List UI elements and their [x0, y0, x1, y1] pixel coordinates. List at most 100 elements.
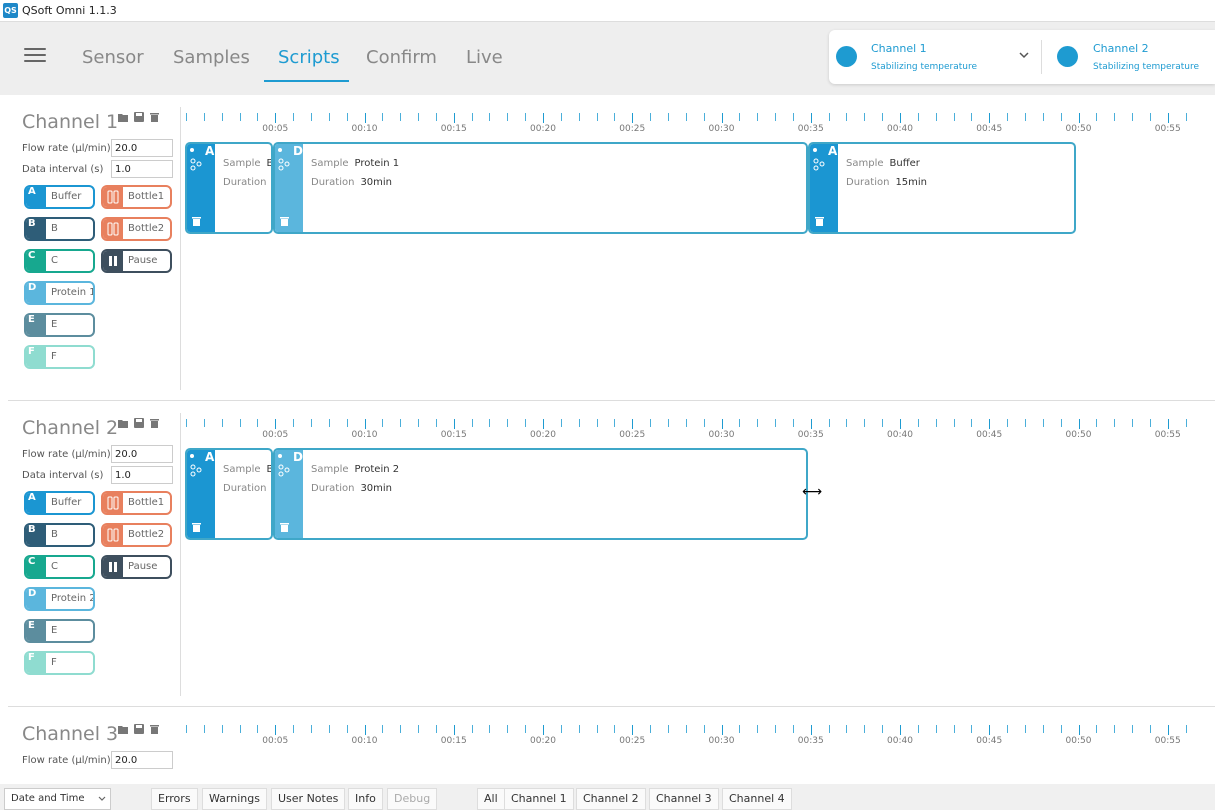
tab-live[interactable]: Live	[466, 47, 503, 68]
status-channel-name: Channel 1	[871, 42, 927, 55]
block-duration: Duration 30min	[311, 177, 392, 188]
sample-letter: E	[28, 314, 35, 325]
trash-icon[interactable]	[150, 418, 166, 431]
tab-sensor[interactable]: Sensor	[82, 47, 144, 68]
timeline-tick	[400, 419, 402, 427]
timeline-label: 00:10	[351, 430, 378, 440]
bottle-chip[interactable]: Bottle2	[101, 523, 172, 547]
trash-icon[interactable]	[192, 216, 201, 229]
timeline-tick	[971, 725, 973, 733]
timeline-tick	[935, 113, 937, 121]
timeline-tick	[1167, 419, 1169, 429]
pause-chip[interactable]: Pause	[101, 555, 172, 579]
sample-letter: D	[28, 588, 37, 599]
trash-icon[interactable]	[815, 216, 824, 229]
timeline-tick	[382, 113, 384, 121]
channel-filter-channel-1[interactable]: Channel 1	[504, 788, 574, 810]
bottle-chip[interactable]: Bottle2	[101, 217, 172, 241]
timeline-tick	[1096, 725, 1098, 733]
sort-select[interactable]: Date and Time	[4, 788, 111, 810]
script-block[interactable]: D Sample Protein 2 Duration 30min	[273, 448, 808, 540]
flow-rate-input[interactable]	[111, 139, 173, 157]
status-dot-icon	[1057, 46, 1078, 67]
block-sample-value: Protein 1	[354, 158, 400, 169]
log-filter-user-notes[interactable]: User Notes	[271, 788, 346, 810]
data-interval-input[interactable]	[111, 466, 173, 484]
timeline-tick	[328, 113, 330, 121]
timeline-tick	[596, 113, 598, 121]
hamburger-menu-icon[interactable]	[24, 48, 46, 64]
flow-rate-input[interactable]	[111, 751, 173, 769]
chevron-down-icon[interactable]	[1019, 52, 1029, 59]
bottle-chip[interactable]: Bottle1	[101, 491, 172, 515]
timeline-tick	[989, 725, 991, 735]
timeline-tick	[1078, 113, 1080, 123]
trash-icon[interactable]	[280, 522, 289, 535]
timeline-tick	[293, 419, 295, 427]
channel-filter-channel-3[interactable]: Channel 3	[649, 788, 719, 810]
flow-rate-label: Flow rate (µl/min)	[22, 449, 111, 460]
timeline-label: 00:20	[530, 430, 556, 440]
bottle-chip[interactable]: Bottle1	[101, 185, 172, 209]
sample-chip-d[interactable]: D Protein 1	[24, 281, 95, 305]
sample-chip-d[interactable]: D Protein 2	[24, 587, 95, 611]
block-sample-value: Buffer	[889, 158, 920, 169]
sample-label: B	[51, 529, 58, 540]
trash-icon[interactable]	[150, 112, 166, 125]
bottle-icon	[103, 187, 123, 207]
folder-open-icon[interactable]	[118, 419, 134, 431]
channel-filter-channel-2[interactable]: Channel 2	[576, 788, 646, 810]
sample-chip-a[interactable]: A Buffer	[24, 491, 95, 515]
timeline-tick	[186, 725, 187, 733]
flow-rate-input[interactable]	[111, 445, 173, 463]
trash-icon[interactable]	[150, 724, 166, 737]
block-sample-value: B	[266, 158, 273, 169]
timeline-tick	[953, 725, 955, 733]
timeline-tick	[1096, 419, 1098, 427]
script-block[interactable]: A Sample B Duration5	[185, 448, 273, 540]
block-duration-label: Duration	[846, 177, 890, 188]
data-interval-input[interactable]	[111, 160, 173, 178]
bottle-icon	[103, 525, 123, 545]
tab-confirm[interactable]: Confirm	[366, 47, 437, 68]
timeline-tick	[203, 113, 205, 121]
channel-filter-all[interactable]: All	[477, 788, 505, 810]
pause-chip[interactable]: Pause	[101, 249, 172, 273]
timeline-tick	[489, 725, 491, 733]
script-block[interactable]: A Sample B Duration5	[185, 142, 273, 234]
save-icon[interactable]	[134, 724, 150, 737]
log-filter-info[interactable]: Info	[348, 788, 383, 810]
log-filter-warnings[interactable]: Warnings	[202, 788, 267, 810]
log-filter-errors[interactable]: Errors	[151, 788, 198, 810]
trash-icon[interactable]	[280, 216, 289, 229]
save-icon[interactable]	[134, 112, 150, 125]
channel-filter-channel-4[interactable]: Channel 4	[722, 788, 792, 810]
tab-samples[interactable]: Samples	[173, 47, 250, 68]
sample-letter: F	[28, 346, 35, 357]
sample-chip-a[interactable]: A Buffer	[24, 185, 95, 209]
timeline-tick	[1060, 113, 1062, 121]
timeline-tick	[1024, 725, 1026, 733]
script-block[interactable]: D Sample Protein 1 Duration 30min	[273, 142, 808, 234]
folder-open-icon[interactable]	[118, 725, 134, 737]
folder-open-icon[interactable]	[118, 113, 134, 125]
log-filter-debug[interactable]: Debug	[387, 788, 438, 810]
script-block[interactable]: A Sample Buffer Duration 15min	[808, 142, 1076, 234]
timeline-tick	[900, 725, 901, 735]
timeline-tick	[614, 419, 616, 427]
save-icon[interactable]	[134, 418, 150, 431]
trash-icon[interactable]	[192, 522, 201, 535]
timeline-label: 00:45	[976, 736, 1003, 746]
tab-scripts[interactable]: Scripts	[278, 47, 340, 68]
block-letter: A	[828, 144, 838, 158]
timeline-tick	[667, 725, 669, 733]
timeline-label: 00:15	[440, 736, 467, 746]
